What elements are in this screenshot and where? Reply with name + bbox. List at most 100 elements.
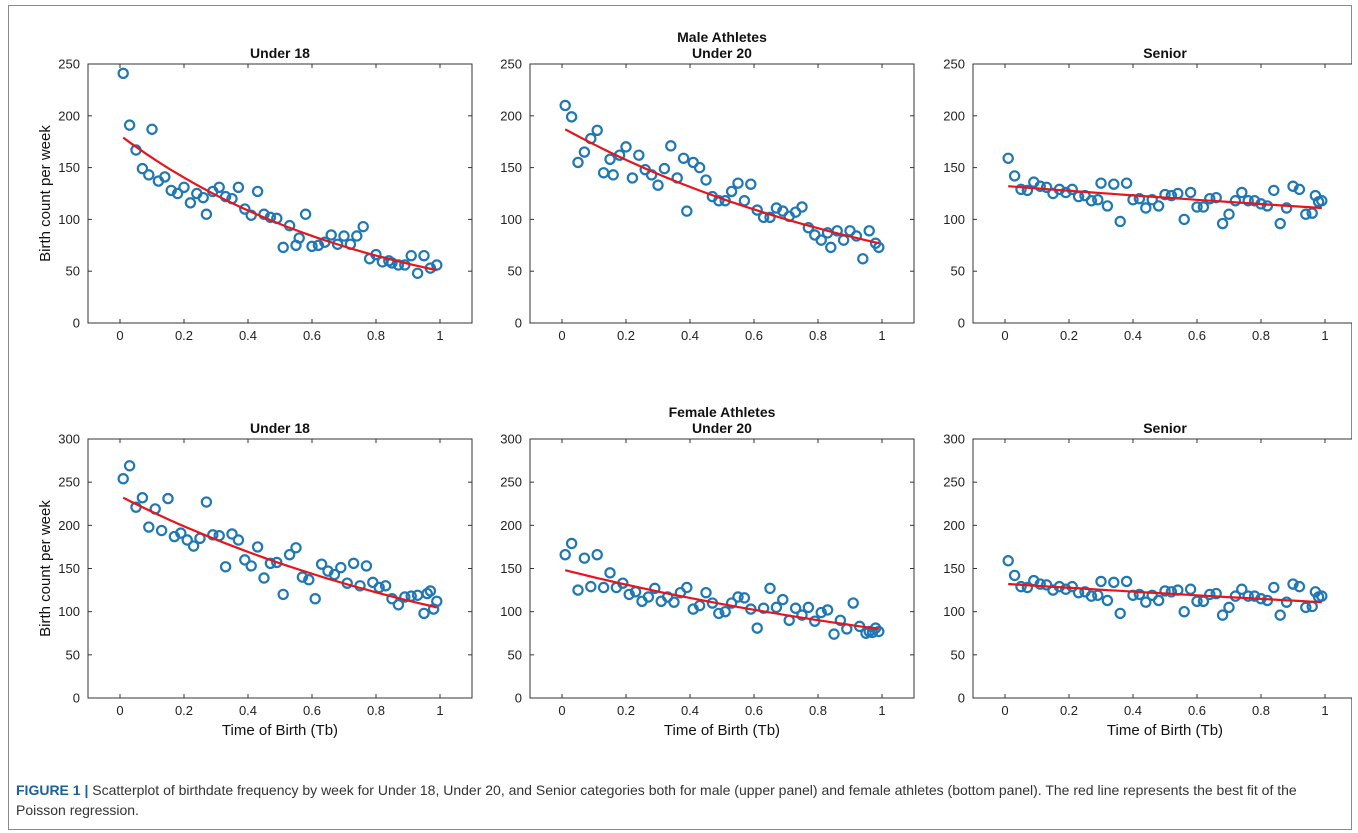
data-point — [796, 609, 808, 621]
data-point — [1184, 186, 1197, 199]
data-point — [200, 208, 213, 220]
data-point — [725, 185, 738, 198]
data-point — [764, 211, 776, 224]
data-point — [251, 185, 264, 198]
y-tick-label: 0 — [958, 691, 965, 706]
panel-female-senior: Senior 0 0.2 0.4 0.6 0.8 1 0 50 100 150 200 250 300 Ti… — [943, 420, 1352, 739]
data-point — [1204, 588, 1216, 601]
data-point — [136, 492, 149, 504]
group-title: Male Athletes — [677, 29, 767, 45]
data-point — [351, 230, 363, 242]
y-tick-label: 100 — [58, 212, 80, 227]
data-point — [226, 528, 238, 540]
data-point — [315, 558, 328, 570]
data-point — [607, 169, 619, 181]
y-tick-label: 50 — [66, 647, 80, 662]
data-point — [347, 557, 360, 570]
axes-box — [972, 438, 1352, 699]
data-point — [213, 181, 225, 193]
x-tick-label: 0.6 — [745, 328, 763, 343]
data-point — [1140, 202, 1152, 214]
y-tick-label: 250 — [500, 475, 522, 490]
data-point — [764, 582, 776, 595]
x-tick-label: 0.6 — [1188, 703, 1206, 718]
data-point — [143, 521, 155, 533]
data-point — [197, 191, 209, 204]
data-point — [405, 249, 417, 262]
x-tick-label: 1 — [1321, 328, 1328, 343]
data-point — [633, 149, 645, 161]
data-point — [770, 202, 783, 214]
data-point — [155, 524, 168, 537]
data-point — [277, 241, 289, 254]
x-tick-label: 0.4 — [1124, 328, 1142, 343]
data-point — [123, 119, 136, 131]
data-point — [642, 591, 655, 603]
data-point — [245, 209, 257, 221]
x-tick-label: 0.8 — [1252, 703, 1270, 718]
panel-female-under-18: Under 18 0 0.2 0.4 0.6 0.8 1 0 50 100 150 200 250 300… — [37, 420, 473, 739]
figure-canvas: Under 180 0.2 0.4 0.6 0.8 1050100150200250Bir… — [37, 29, 1352, 739]
y-tick-label: 150 — [58, 160, 80, 175]
y-tick-label: 150 — [500, 160, 522, 175]
data-point — [1120, 177, 1133, 189]
data-point — [1210, 587, 1222, 600]
data-point — [1300, 601, 1312, 614]
x-tick-label: 0.2 — [175, 328, 193, 343]
data-point — [857, 253, 869, 265]
data-point — [299, 208, 312, 220]
data-point — [713, 195, 725, 207]
data-point — [802, 601, 815, 614]
x-tick-label: 0 — [116, 328, 123, 343]
x-tick-label: 0 — [558, 328, 565, 343]
data-point — [258, 572, 270, 584]
y-tick-label: 200 — [943, 518, 965, 533]
data-point — [732, 591, 744, 603]
data-point — [1085, 195, 1098, 207]
data-point — [1197, 201, 1210, 213]
data-point — [1248, 195, 1261, 207]
data-point — [681, 581, 693, 594]
y-tick-label: 50 — [508, 647, 522, 662]
data-point — [181, 534, 193, 546]
y-tick-label: 200 — [58, 518, 80, 533]
data-point — [277, 588, 289, 601]
data-point — [1159, 585, 1171, 597]
data-point — [789, 602, 802, 614]
data-point — [770, 601, 783, 614]
panel-title: Under 20 — [692, 420, 752, 436]
data-point — [1293, 580, 1306, 593]
data-point — [757, 602, 770, 614]
x-tick-label: 0.4 — [1124, 703, 1142, 718]
data-point — [283, 548, 296, 561]
data-point — [1210, 191, 1222, 204]
data-point — [1229, 195, 1242, 207]
data-point — [159, 171, 171, 183]
y-tick-label: 100 — [943, 212, 965, 227]
x-tick-label: 1 — [1321, 703, 1328, 718]
x-tick-label: 0.4 — [239, 703, 257, 718]
panel-title: Senior — [1143, 45, 1187, 61]
data-point — [1108, 576, 1120, 589]
axes-box — [87, 438, 473, 699]
data-point — [620, 141, 632, 153]
data-point — [357, 220, 369, 233]
x-tick-label: 0.8 — [367, 703, 385, 718]
x-tick-label: 0.4 — [681, 328, 699, 343]
panel-male-under-18: Under 18 0 0.2 0.4 0.6 0.8 1 0 50 100 150 200 250 Bir… — [37, 45, 473, 343]
data-point — [143, 169, 155, 181]
y-tick-label: 250 — [58, 57, 80, 72]
data-point — [1140, 596, 1152, 608]
data-point — [597, 581, 610, 594]
data-point — [1191, 595, 1203, 608]
data-point — [360, 560, 373, 572]
y-tick-label: 250 — [943, 475, 965, 490]
data-point — [828, 628, 840, 640]
x-tick-label: 0 — [558, 703, 565, 718]
data-point — [1092, 194, 1104, 206]
data-point — [1306, 207, 1318, 219]
data-point — [1178, 213, 1190, 226]
data-point — [1152, 594, 1165, 607]
data-point — [1293, 183, 1306, 196]
